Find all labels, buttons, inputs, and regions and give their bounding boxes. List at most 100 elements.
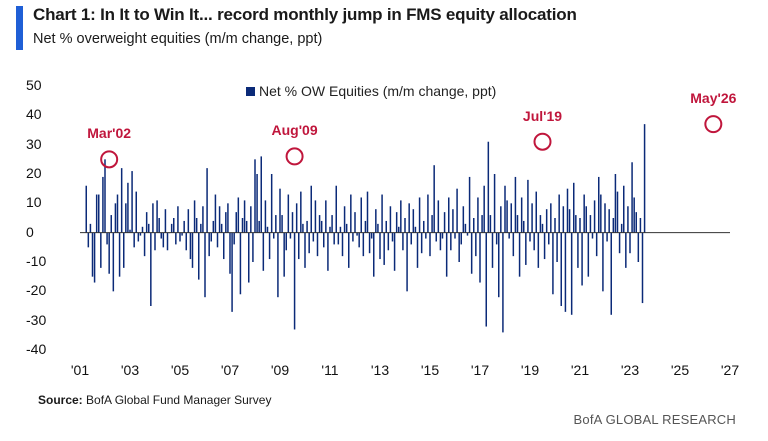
bar <box>387 232 390 251</box>
bar <box>420 232 423 254</box>
bar <box>258 220 260 233</box>
bar <box>498 232 500 298</box>
bar <box>485 232 487 327</box>
callout-label: Mar'02 <box>87 125 132 142</box>
bar <box>452 209 454 233</box>
bar <box>106 232 108 245</box>
bar <box>518 232 521 277</box>
bar <box>252 232 254 262</box>
bar <box>200 223 202 233</box>
bar <box>352 232 354 242</box>
bar <box>612 218 615 233</box>
bar <box>516 215 519 233</box>
source-note: Source: BofA Global Fund Manager Survey <box>38 393 271 407</box>
x-tick-label: '21 <box>570 362 590 378</box>
x-tick-label: '01 <box>70 362 90 378</box>
bar <box>468 176 471 233</box>
bar <box>210 232 212 242</box>
bar <box>616 191 619 233</box>
bar <box>581 232 583 286</box>
bar <box>427 194 429 233</box>
bar <box>314 200 317 233</box>
bar <box>220 223 223 233</box>
bar <box>570 232 573 315</box>
bar <box>354 212 356 233</box>
bar <box>95 194 98 233</box>
bar <box>445 232 448 277</box>
bar <box>208 232 210 257</box>
bar <box>554 218 556 233</box>
bar <box>181 232 183 236</box>
bar <box>548 232 550 245</box>
bar <box>460 232 462 245</box>
bar <box>425 232 427 239</box>
bar <box>418 197 421 233</box>
bar <box>466 232 469 236</box>
bar <box>343 206 346 233</box>
bar <box>198 232 200 280</box>
bar <box>185 232 187 251</box>
bar <box>483 185 485 233</box>
bar <box>100 232 102 268</box>
bar <box>135 191 137 233</box>
bar <box>214 194 217 233</box>
bar <box>308 232 310 254</box>
bar <box>464 223 467 233</box>
bar <box>189 232 192 260</box>
bar <box>139 232 142 236</box>
bar <box>102 176 104 233</box>
bar <box>300 191 302 233</box>
bar <box>383 232 385 265</box>
bar <box>277 232 279 298</box>
bar <box>604 203 606 233</box>
bar <box>523 220 525 233</box>
bar <box>362 232 365 257</box>
bar <box>279 188 281 233</box>
bar <box>639 218 642 233</box>
highlight-circle <box>100 150 119 169</box>
title-accent-bar <box>16 6 23 50</box>
bar <box>89 223 92 233</box>
bar <box>393 232 396 271</box>
y-tick-label: -30 <box>26 311 47 328</box>
bar <box>260 156 262 233</box>
bar <box>587 232 590 277</box>
x-tick-label: '19 <box>520 362 540 378</box>
bar <box>385 220 387 233</box>
y-tick-label: 10 <box>26 194 42 211</box>
bar <box>218 206 221 233</box>
bar <box>477 197 479 233</box>
bar <box>339 226 342 233</box>
bar <box>560 232 562 306</box>
bar <box>635 212 637 233</box>
bar <box>329 226 331 233</box>
bar <box>491 232 494 268</box>
bar <box>429 232 431 257</box>
bar <box>473 218 475 233</box>
bar <box>183 220 185 233</box>
bar <box>364 220 367 233</box>
x-tick-label: '13 <box>370 362 390 378</box>
bar <box>116 194 119 233</box>
bar <box>493 174 496 233</box>
bar <box>450 232 452 251</box>
bar <box>375 209 377 233</box>
bar <box>325 200 327 233</box>
y-tick-label: 0 <box>26 223 34 240</box>
bar <box>331 215 333 233</box>
bar <box>595 232 598 257</box>
bar <box>487 141 490 233</box>
bar <box>448 197 450 233</box>
bar <box>145 212 148 233</box>
bar <box>302 223 304 233</box>
highlight-circle <box>285 147 304 166</box>
bar <box>514 176 517 233</box>
bar <box>237 197 240 233</box>
highlight-circle <box>704 115 723 134</box>
bar <box>250 206 252 233</box>
bar <box>85 185 87 233</box>
bar <box>573 182 575 233</box>
bar <box>123 232 125 268</box>
bar <box>143 232 146 257</box>
